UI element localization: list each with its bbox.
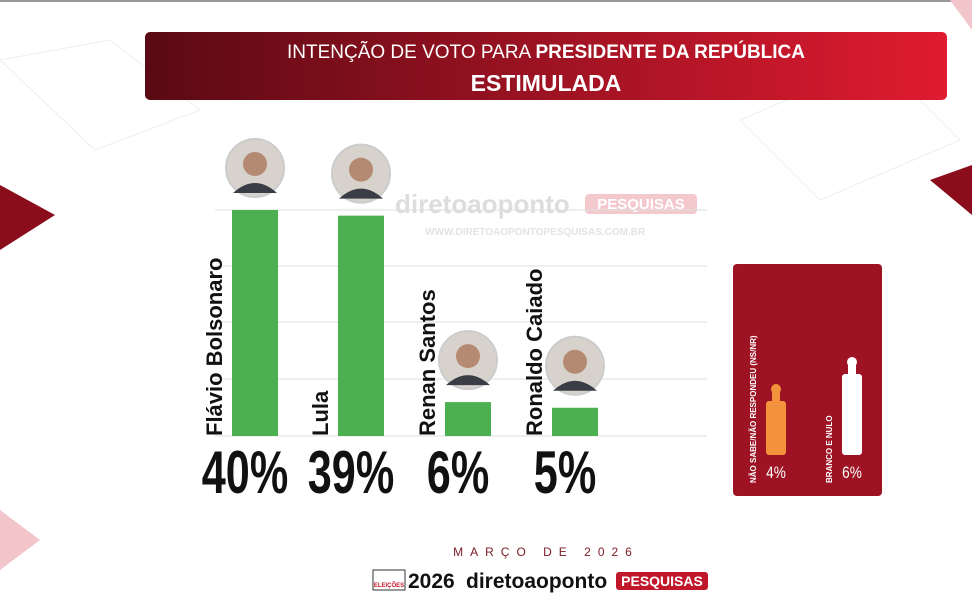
logo-brand: diretoaoponto — [466, 570, 607, 593]
bottle-neck — [772, 392, 780, 402]
title-part: INTENÇÃO DE VOTO PARA — [287, 41, 532, 63]
bottle — [766, 401, 786, 455]
candidate-name: Lula — [308, 390, 333, 436]
top-border — [0, 0, 972, 2]
logo-tag: PESQUISAS — [621, 573, 703, 589]
header-title: INTENÇÃO DE VOTO PARA PRESIDENTE DA REPÚ… — [287, 41, 805, 63]
watermark-tag: PESQUISAS — [597, 196, 685, 213]
watermark-brand: diretoaoponto — [395, 189, 570, 219]
photo-suit — [553, 380, 597, 391]
photo-face — [243, 152, 267, 176]
photo-suit — [339, 188, 383, 199]
watermark-url: WWW.DIRETOAOPONTOPESQUISAS.COM.BR — [425, 227, 646, 238]
photo-face — [456, 344, 480, 369]
decor-triangle — [0, 185, 55, 250]
candidate-name: Flávio Bolsonaro — [202, 258, 227, 436]
watermark-tag-bg — [585, 194, 697, 214]
title-emphasis: PRESIDENTE DA REPÚBLICA — [535, 41, 805, 63]
decor-lines — [0, 39, 202, 151]
value-label: 4% — [766, 464, 786, 483]
photo-face — [563, 349, 587, 374]
header-banner — [145, 32, 947, 100]
candidate-name: Renan Santos — [415, 289, 440, 436]
bar — [445, 402, 491, 436]
photo-face — [349, 157, 373, 182]
value-label: 39% — [308, 440, 394, 507]
logo-tag-bg — [616, 572, 708, 590]
value-label: 40% — [202, 440, 288, 507]
logo-badge: ELEIÇÕES — [374, 582, 404, 589]
value-label: 6% — [842, 464, 862, 483]
value-label: 6% — [427, 440, 489, 507]
logo-box — [372, 569, 406, 591]
photo-suit — [233, 183, 277, 193]
footer-date: MARÇO DE 2026 — [453, 545, 639, 559]
decor-triangle — [950, 0, 972, 30]
bottle — [842, 374, 862, 455]
decor-triangle — [930, 165, 972, 215]
bottle-neck — [848, 365, 856, 375]
bar — [552, 407, 598, 436]
photo-suit — [446, 375, 490, 386]
category-label: NÃO SABE/NÃO RESPONDEU (NS/NR) — [749, 335, 758, 483]
decor-triangle — [0, 510, 40, 570]
candidate-name: Ronaldo Caiado — [522, 269, 547, 436]
logo-year: 2026 — [408, 570, 455, 593]
bar — [338, 215, 384, 436]
value-label: 5% — [534, 440, 596, 507]
category-label: BRANCO E NULO — [825, 415, 834, 483]
bar — [232, 210, 278, 436]
bottle-cap — [771, 384, 781, 394]
header-subtitle: ESTIMULADA — [471, 70, 622, 96]
bottle-cap — [847, 357, 857, 367]
